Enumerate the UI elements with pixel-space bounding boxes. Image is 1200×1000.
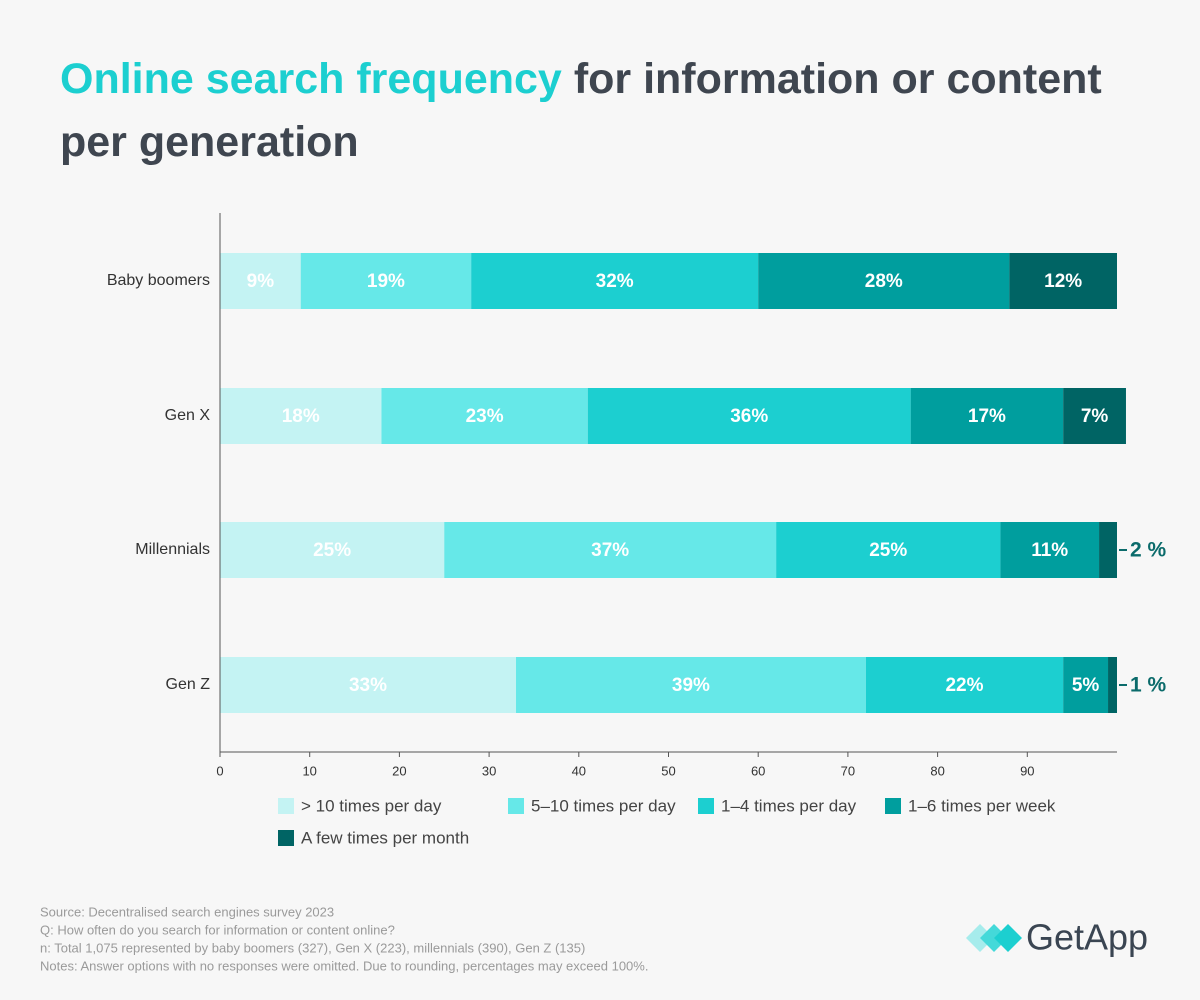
value-label: 39% [672, 675, 710, 696]
bar-segment [910, 388, 1064, 444]
legend-swatch [698, 798, 714, 814]
x-tick-label: 80 [930, 763, 944, 778]
x-tick-label: 70 [841, 763, 855, 778]
value-label: 36% [730, 406, 768, 427]
legend-label: 1–6 times per week [908, 796, 1056, 815]
value-label: 11% [1031, 540, 1068, 561]
bar-segment [758, 253, 1010, 309]
bar-segment [1009, 253, 1117, 309]
bar-segment [1063, 388, 1126, 444]
value-label: 28% [865, 271, 903, 292]
value-label: 2 % [1130, 539, 1167, 562]
bar-segment [516, 657, 866, 713]
logo-text: GetApp [1026, 917, 1148, 958]
value-label: 25% [313, 540, 351, 561]
bar-segment [865, 657, 1064, 713]
value-label: 1 % [1130, 674, 1167, 697]
category-label: Millennials [135, 541, 210, 558]
value-label: 18% [282, 406, 320, 427]
bar-segment [300, 253, 472, 309]
legend-label: > 10 times per day [301, 796, 442, 815]
x-tick-label: 50 [661, 763, 675, 778]
legend-swatch [508, 798, 524, 814]
footnote: Source: Decentralised search engines sur… [40, 904, 334, 919]
bar-segment [587, 388, 911, 444]
value-label: 23% [466, 406, 504, 427]
bar-segment [471, 253, 759, 309]
bar-segment [220, 522, 445, 578]
x-tick-label: 60 [751, 763, 765, 778]
bar-segment [220, 657, 517, 713]
value-label: 33% [349, 675, 387, 696]
value-label: 7% [1081, 406, 1109, 427]
x-tick-label: 10 [302, 763, 316, 778]
legend-label: 5–10 times per day [531, 796, 676, 815]
footnote: Notes: Answer options with no responses … [40, 958, 648, 973]
bar-segment [1108, 657, 1117, 713]
category-label: Gen Z [166, 676, 211, 693]
x-tick-label: 0 [216, 763, 223, 778]
title-rest: for information or content per generatio… [60, 55, 1102, 166]
value-label: 19% [367, 271, 405, 292]
bar-segment [381, 388, 588, 444]
legend-swatch [885, 798, 901, 814]
legend-label: A few times per month [301, 828, 469, 847]
x-tick-label: 40 [572, 763, 586, 778]
value-label: 9% [247, 271, 275, 292]
footnote: Q: How often do you search for informati… [40, 922, 395, 937]
value-label: 12% [1044, 271, 1082, 292]
bar-segment [220, 388, 382, 444]
value-label: 32% [596, 271, 634, 292]
x-tick-label: 20 [392, 763, 406, 778]
legend-swatch [278, 830, 294, 846]
chart-title: Online search frequency for information … [60, 48, 1140, 174]
value-label: 37% [591, 540, 629, 561]
logo-icon [966, 924, 1022, 952]
footnote: n: Total 1,075 represented by baby boome… [40, 940, 585, 955]
bar-segment [776, 522, 1001, 578]
bar-segment [1000, 522, 1100, 578]
bar-segment [1063, 657, 1109, 713]
category-label: Baby boomers [107, 272, 210, 289]
x-tick-label: 30 [482, 763, 496, 778]
bar-segment [1099, 522, 1117, 578]
value-label: 5% [1072, 675, 1100, 696]
bar-segment [444, 522, 777, 578]
bar-segment [220, 253, 301, 309]
value-label: 22% [945, 675, 983, 696]
legend-label: 1–4 times per day [721, 796, 857, 815]
value-label: 17% [968, 406, 1006, 427]
value-label: 25% [869, 540, 907, 561]
legend-swatch [278, 798, 294, 814]
category-label: Gen X [165, 407, 211, 424]
title-highlight: Online search frequency [60, 55, 562, 103]
x-tick-label: 90 [1020, 763, 1034, 778]
